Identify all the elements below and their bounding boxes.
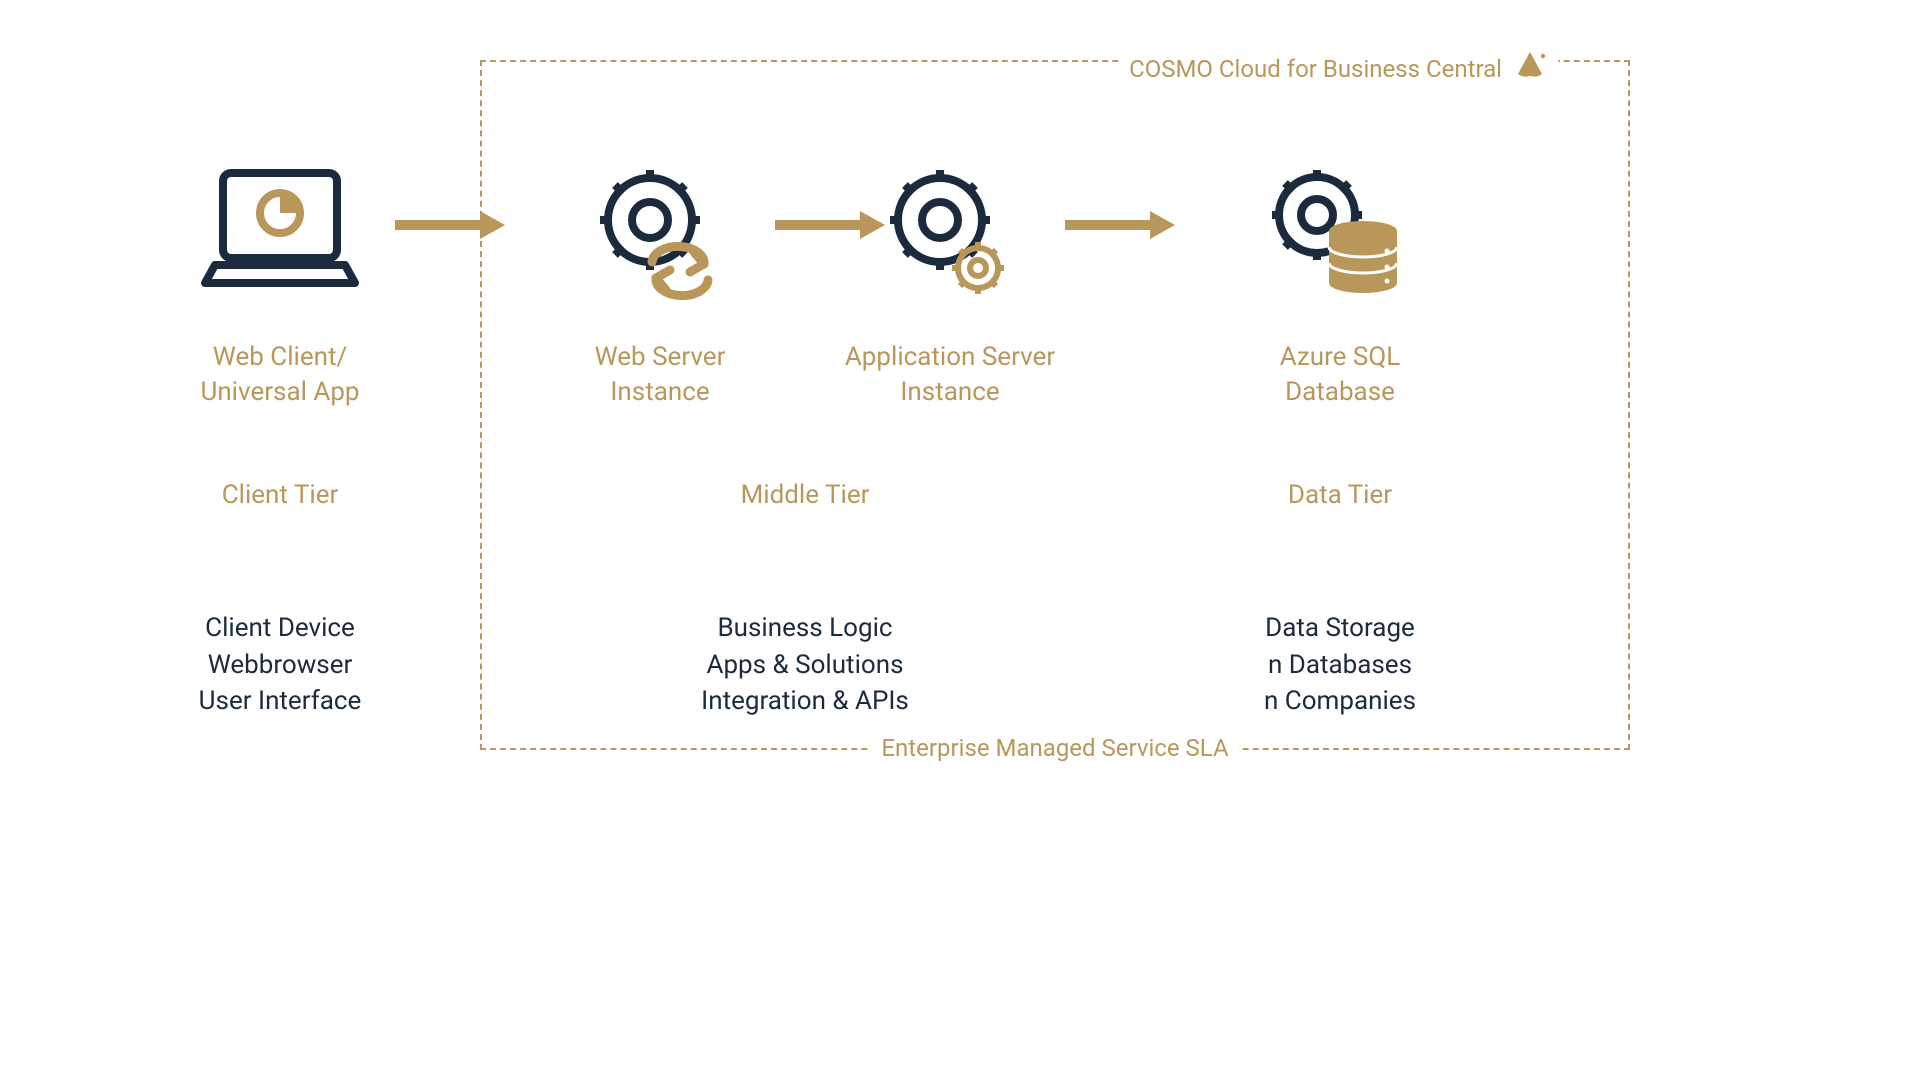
architecture-diagram: COSMO Cloud for Business Central Enterpr… (150, 50, 1770, 810)
database-desc-2: n Databases (1200, 647, 1480, 683)
database-desc-3: n Companies (1200, 683, 1480, 719)
client-desc: Client Device Webbrowser User Interface (140, 610, 420, 719)
cloud-title: COSMO Cloud for Business Central (1129, 55, 1502, 83)
laptop-icon (140, 150, 420, 320)
app-server-title-line1: Application Server (810, 340, 1090, 375)
client-desc-2: Webbrowser (140, 647, 420, 683)
cloud-bottom-label: Enterprise Managed Service SLA (871, 734, 1238, 762)
arrow-icon (390, 205, 510, 249)
database-title: Azure SQL Database (1200, 340, 1480, 410)
gear-sync-icon (520, 150, 800, 320)
client-desc-3: User Interface (140, 683, 420, 719)
web-server-title-line1: Web Server (520, 340, 800, 375)
client-title: Web Client/ Universal App (140, 340, 420, 410)
node-app-server: Application Server Instance (810, 150, 1090, 410)
web-server-title: Web Server Instance (520, 340, 800, 410)
database-title-line1: Azure SQL (1200, 340, 1480, 375)
client-tier-label: Client Tier (140, 480, 420, 510)
cosmo-logo-icon (1512, 48, 1548, 90)
client-title-line1: Web Client/ (140, 340, 420, 375)
web-server-title-line2: Instance (520, 375, 800, 410)
data-tier-label: Data Tier (1200, 480, 1480, 510)
gear-gear-icon (810, 150, 1090, 320)
database-title-line2: Database (1200, 375, 1480, 410)
arrow-icon (1060, 205, 1180, 249)
database-desc: Data Storage n Databases n Companies (1200, 610, 1480, 719)
node-database: Azure SQL Database Data Tier Data Storag… (1200, 150, 1480, 719)
gear-database-icon (1200, 150, 1480, 320)
cloud-title-wrap: COSMO Cloud for Business Central (1119, 48, 1558, 90)
app-server-title-line2: Instance (810, 375, 1090, 410)
database-desc-1: Data Storage (1200, 610, 1480, 646)
client-desc-1: Client Device (140, 610, 420, 646)
node-client: Web Client/ Universal App Client Tier Cl… (140, 150, 420, 719)
node-web-server: Web Server Instance (520, 150, 800, 410)
app-server-title: Application Server Instance (810, 340, 1090, 410)
client-title-line2: Universal App (140, 375, 420, 410)
